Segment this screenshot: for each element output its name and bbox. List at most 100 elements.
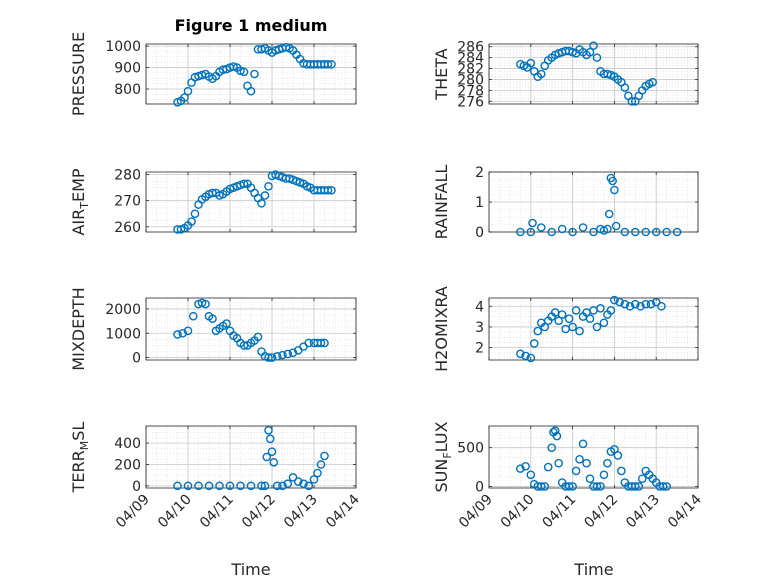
y-axis-label-rest: LUX (432, 421, 451, 452)
data-point (183, 326, 193, 336)
y-axis-label: THETA (432, 48, 451, 100)
data-point (278, 481, 287, 491)
data-point (272, 481, 282, 491)
y-tick-label: 400 (114, 436, 141, 452)
x-axis-label-left: Time (230, 560, 270, 579)
data-point (173, 330, 182, 339)
y-tick-label: 900 (114, 61, 141, 77)
x-tick-label: 04/13 (623, 492, 663, 532)
data-point (617, 466, 626, 476)
data-point (592, 322, 602, 332)
data-point (264, 182, 273, 191)
y-axis-label: TERRMSL (69, 422, 91, 494)
data-point (568, 322, 577, 332)
data-point (260, 481, 270, 491)
x-tick-label: 04/12 (581, 492, 621, 532)
x-tick-label: 04/13 (281, 492, 321, 532)
data-point (264, 425, 273, 435)
y-tick-label: 0 (132, 351, 141, 367)
data-point (540, 322, 550, 332)
data-point (662, 482, 671, 491)
y-axis-label-rest: EMP (69, 168, 88, 202)
panel-mixdepth: 0 1000 2000 MIXDEPTH (69, 287, 357, 371)
data-point (636, 301, 645, 311)
data-point (309, 475, 319, 484)
y-tick-label: 286 (457, 40, 484, 56)
data-point (283, 479, 293, 489)
x-tick-label: 04/12 (239, 492, 279, 532)
data-point (521, 461, 530, 471)
y-axis-label: H2OMIXRA (432, 286, 451, 372)
data-point (575, 326, 584, 336)
y-axis-label: SUNFLUX (432, 421, 454, 492)
y-tick-label: 1000 (105, 326, 141, 342)
data-point (528, 218, 537, 228)
y-tick-label: 500 (457, 441, 484, 457)
data-point (320, 451, 329, 461)
data-point (571, 466, 581, 476)
y-tick-label: 276 (457, 94, 484, 110)
data-point (178, 328, 188, 338)
data-point (215, 481, 224, 491)
data-point (634, 482, 644, 491)
panel-h2omixra: 2 3 4 H2OMIXRA (432, 286, 699, 372)
panel-rainfall: 0 1 2 RAINFALL (432, 165, 699, 241)
data-point (620, 299, 630, 309)
data-point (540, 482, 550, 491)
data-point (316, 460, 326, 469)
y-tick-label: 2 (475, 341, 484, 357)
data-point (550, 426, 560, 435)
data-point (554, 316, 563, 326)
data-point (599, 470, 609, 480)
data-point (608, 176, 617, 186)
data-point (611, 221, 621, 231)
data-point (599, 318, 609, 328)
data-point (596, 482, 605, 491)
data-point (662, 227, 671, 237)
data-point (278, 350, 287, 360)
data-point (516, 464, 525, 473)
data-point (272, 352, 282, 361)
data-point (526, 227, 536, 237)
data-point (262, 452, 272, 462)
data-point (239, 67, 249, 77)
data-point (648, 77, 658, 87)
data-point (578, 439, 588, 449)
data-point (304, 338, 314, 348)
y-tick-label: 0 (475, 225, 484, 241)
data-point (631, 299, 640, 309)
panel-pressure: 800 900 1000 PRESSURE (69, 32, 357, 116)
axes-box (145, 425, 357, 489)
data-point (533, 326, 543, 336)
data-point (564, 482, 574, 491)
axes-box (145, 171, 357, 233)
axes-box (145, 297, 357, 361)
y-tick-label: 284 (457, 51, 484, 67)
axes-box (145, 43, 357, 105)
data-point (578, 223, 588, 232)
data-point (304, 481, 314, 491)
data-point (267, 447, 277, 456)
y-axis-label: AIRTEMP (69, 168, 91, 235)
y-axis-label-main: SUN (432, 459, 451, 493)
data-point (236, 66, 245, 76)
data-point (564, 314, 574, 323)
data-point (610, 444, 619, 454)
data-point (606, 306, 616, 315)
data-point (552, 431, 562, 441)
y-axis-label: PRESSURE (69, 32, 88, 116)
y-axis-label: RAINFALL (432, 165, 451, 240)
data-point (651, 227, 661, 237)
y-tick-label: 800 (114, 82, 141, 98)
data-point (641, 227, 651, 237)
y-tick-label: 4 (475, 299, 484, 315)
data-point (568, 482, 577, 491)
data-point (313, 468, 322, 478)
data-point (641, 299, 651, 309)
data-point (592, 53, 602, 62)
data-point (204, 481, 214, 491)
data-point (225, 481, 235, 491)
data-point (526, 470, 536, 480)
data-point (585, 474, 595, 484)
data-point (194, 481, 203, 491)
